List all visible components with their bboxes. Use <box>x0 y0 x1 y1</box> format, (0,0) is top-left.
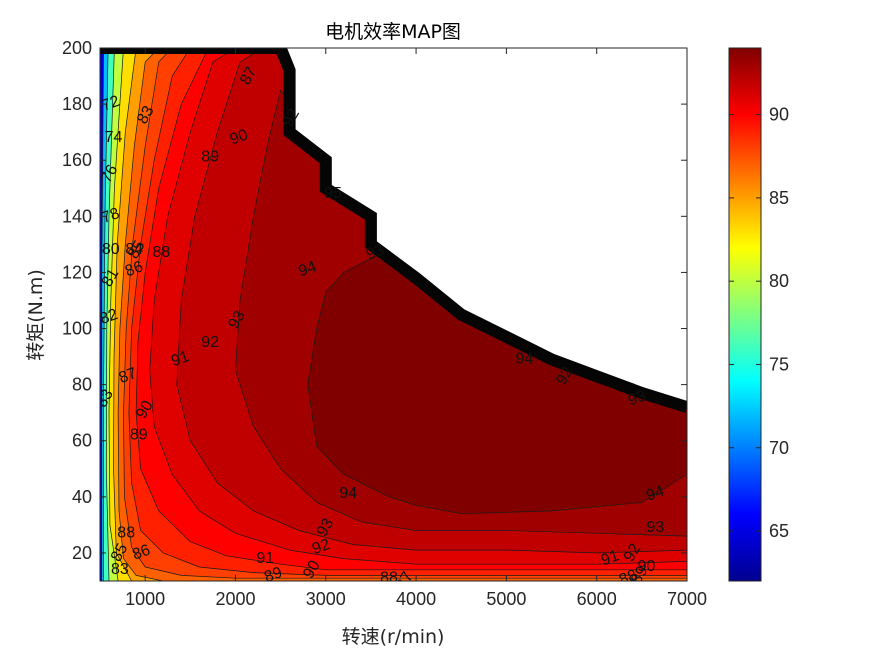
y-axis-label: 转矩(N.m) <box>25 269 47 361</box>
contour-label: 89 <box>130 426 148 443</box>
contour-label: 84 <box>125 241 143 258</box>
y-tick-label: 80 <box>72 375 92 395</box>
contour-label: 88 <box>117 525 135 542</box>
contour-label: 82 <box>98 306 121 328</box>
x-tick-label: 3000 <box>306 589 346 609</box>
contour-label: 93 <box>647 519 665 536</box>
contour-label: 88 <box>380 569 398 586</box>
contour-label: 86 <box>130 542 153 564</box>
x-axis-ticks: 1000 2000 3000 4000 5000 6000 7000 <box>125 48 707 609</box>
colorbar-tick-label: 70 <box>769 438 789 458</box>
contour-label: 93 <box>364 241 387 263</box>
efficiency-regions <box>100 48 687 581</box>
y-tick-label: 40 <box>72 487 92 507</box>
contour-label: 94 <box>644 483 667 505</box>
x-tick-label: 7000 <box>667 589 707 609</box>
colorbar-tick-label: 65 <box>769 521 789 541</box>
colorbar-tick-label: 90 <box>769 105 789 125</box>
plot-frame <box>99 47 688 582</box>
contour-label: 90 <box>228 126 251 148</box>
colorbar-tick-label: 85 <box>769 188 789 208</box>
contour-label: 87 <box>117 365 140 387</box>
contour-label: 89 <box>262 564 285 586</box>
y-tick-label: 140 <box>62 206 92 226</box>
contour-labels: 8790898372747678808182848586888387899091… <box>98 64 667 589</box>
x-tick-label: 6000 <box>577 589 617 609</box>
contour-label: 91 <box>256 550 274 567</box>
y-tick-label: 120 <box>62 262 92 282</box>
colorbar <box>728 47 762 582</box>
x-tick-label: 5000 <box>486 589 526 609</box>
unreachable-area <box>100 48 687 408</box>
torque-limit-curve <box>100 48 687 413</box>
y-tick-label: 160 <box>62 150 92 170</box>
contour-label: 93 <box>225 308 249 332</box>
contour-label: 78 <box>99 205 122 227</box>
contour-label: 80 <box>102 241 120 258</box>
contour-label: 87 <box>237 64 261 88</box>
contour-label: 91 <box>599 547 622 569</box>
contour-label: 92 <box>201 334 219 351</box>
contour-label: 81 <box>99 266 123 290</box>
contour-label: 90 <box>133 398 157 422</box>
contour-label: 92 <box>310 536 333 558</box>
contour-label: 72 <box>99 93 122 115</box>
contour-label: 86 <box>123 258 146 280</box>
contour-label: 90 <box>300 558 324 582</box>
contour-label: 93 <box>314 516 338 540</box>
contour-label: 90 <box>638 558 656 575</box>
contour-label: 93 <box>626 387 649 409</box>
colorbar-tick-label: 75 <box>769 354 789 374</box>
y-tick-label: 100 <box>62 319 92 339</box>
contour-label: 91 <box>169 348 192 370</box>
y-tick-label: 60 <box>72 431 92 451</box>
chart-title: 电机效率MAP图 <box>325 21 461 43</box>
contour-label: 92 <box>621 541 645 565</box>
contour-label: 83 <box>111 561 129 578</box>
contour-label: 94 <box>516 351 534 368</box>
y-tick-label: 20 <box>72 543 92 563</box>
x-tick-label: 2000 <box>215 589 255 609</box>
contour-label: 89 <box>201 149 219 166</box>
colorbar-ticks: 65 70 75 80 85 90 <box>729 105 789 541</box>
contour-label: 85 <box>125 238 149 262</box>
contour-label: 85 <box>108 541 132 565</box>
contour-label: 83 <box>134 103 158 127</box>
contour-label: 92 <box>279 106 303 130</box>
contour-label: 74 <box>105 129 123 146</box>
contour-label: 95 <box>324 185 342 202</box>
x-tick-label: 4000 <box>396 589 436 609</box>
contour-label: 94 <box>296 258 319 280</box>
contour-label: 88 <box>617 567 640 589</box>
x-tick-label: 1000 <box>125 589 165 609</box>
y-tick-label: 180 <box>62 94 92 114</box>
contour-label: 88 <box>153 244 171 261</box>
x-axis-label: 转速(r/min) <box>342 626 445 648</box>
y-axis-ticks: 20 40 60 80 100 120 140 160 180 200 <box>62 38 687 563</box>
torque-limit-line <box>100 48 687 413</box>
y-tick-label: 200 <box>62 38 92 58</box>
contour-label: 92 <box>553 364 577 388</box>
contour-label: 94 <box>339 485 357 502</box>
colorbar-tick-label: 80 <box>769 271 789 291</box>
